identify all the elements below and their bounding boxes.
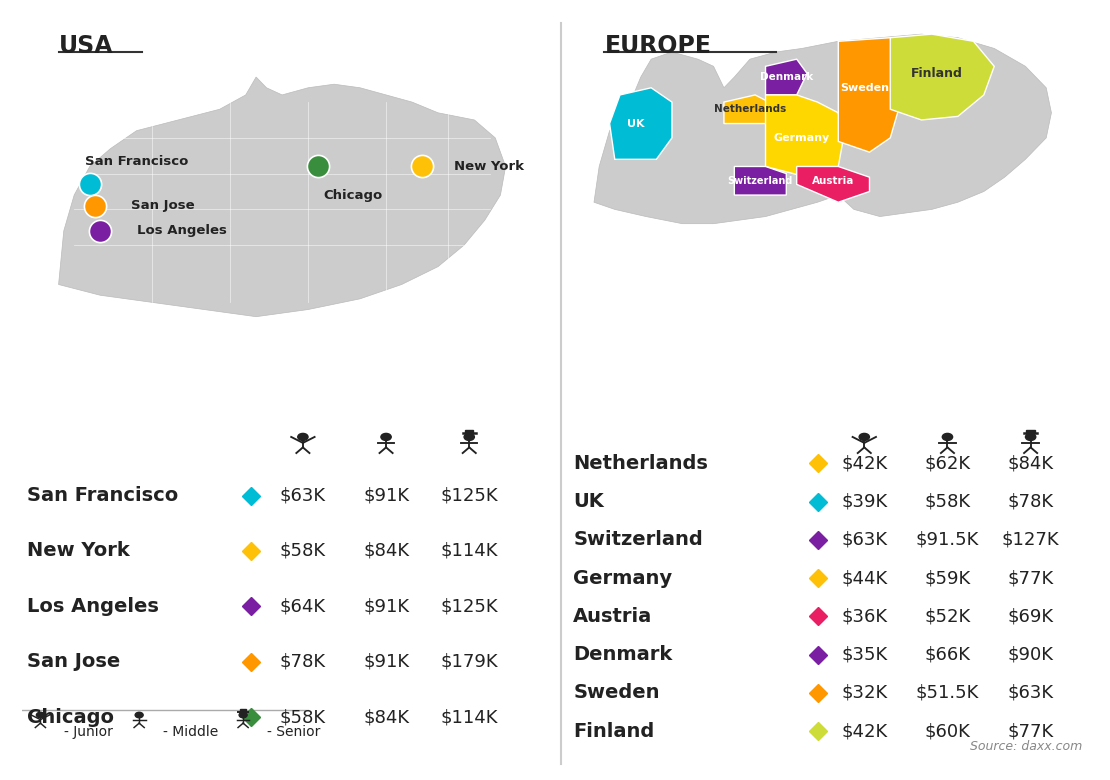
Circle shape [381,434,391,441]
Circle shape [1026,434,1036,441]
Text: Chicago: Chicago [324,189,383,201]
Text: $179K: $179K [441,653,498,671]
Text: Los Angeles: Los Angeles [28,597,159,616]
Text: San Jose: San Jose [131,200,195,212]
Text: New York: New York [28,541,130,561]
Text: San Jose: San Jose [28,652,121,672]
Text: $52K: $52K [925,608,970,626]
Text: $42K: $42K [841,454,887,473]
Text: EUROPE: EUROPE [604,34,712,58]
Text: $63K: $63K [1008,684,1053,702]
Text: $44K: $44K [841,569,887,587]
Text: $90K: $90K [1008,646,1053,664]
Text: $39K: $39K [841,493,887,511]
Text: $69K: $69K [1008,608,1053,626]
Polygon shape [838,37,906,152]
Text: $36K: $36K [841,608,887,626]
Text: San Francisco: San Francisco [28,486,179,505]
Circle shape [859,434,869,441]
Text: $60K: $60K [925,722,970,740]
Text: $51.5K: $51.5K [916,684,979,702]
Polygon shape [594,34,1051,224]
Polygon shape [91,207,99,215]
Text: Sweden: Sweden [573,683,659,703]
Text: Netherlands: Netherlands [573,454,708,473]
Text: $62K: $62K [925,454,970,473]
Text: Sweden: Sweden [840,83,889,93]
Text: Los Angeles: Los Angeles [137,225,226,237]
Polygon shape [766,59,807,95]
Text: $63K: $63K [841,531,887,549]
Polygon shape [59,77,506,317]
Text: Netherlands: Netherlands [714,105,786,114]
Text: USA: USA [59,34,113,58]
Text: Finland: Finland [573,722,655,741]
Text: $77K: $77K [1008,722,1053,740]
Circle shape [297,434,309,441]
Text: Source: daxx.com: Source: daxx.com [970,740,1082,753]
Polygon shape [735,166,786,195]
Bar [1027,430,1035,433]
Text: San Francisco: San Francisco [84,154,188,168]
Text: UK: UK [627,119,644,129]
Text: $125K: $125K [441,597,498,615]
Polygon shape [95,232,104,239]
Text: Denmark: Denmark [759,72,813,82]
Text: Finland: Finland [911,67,963,80]
Text: Switzerland: Switzerland [728,176,793,186]
Text: Denmark: Denmark [573,645,673,664]
Circle shape [239,712,248,718]
Bar [240,709,246,712]
Text: Germany: Germany [774,133,830,143]
Polygon shape [609,88,672,159]
Circle shape [135,712,143,718]
Text: $35K: $35K [841,646,887,664]
Text: Austria: Austria [811,176,855,186]
Polygon shape [724,95,776,123]
Text: $78K: $78K [280,653,326,671]
Polygon shape [797,166,869,202]
Text: Switzerland: Switzerland [573,530,703,549]
Text: $84K: $84K [1008,454,1053,473]
Text: $63K: $63K [280,487,326,505]
Text: $114K: $114K [441,708,498,726]
Text: New York: New York [454,160,524,173]
Circle shape [37,712,44,718]
Text: Chicago: Chicago [28,707,114,727]
Polygon shape [314,168,323,176]
Polygon shape [766,95,844,177]
Text: $125K: $125K [441,487,498,505]
Polygon shape [85,186,94,193]
Text: $77K: $77K [1008,569,1053,587]
Text: $58K: $58K [280,542,326,560]
Text: - Senior: - Senior [266,725,320,739]
Text: $59K: $59K [925,569,970,587]
Text: - Middle: - Middle [162,725,218,739]
Polygon shape [418,168,426,176]
Text: $84K: $84K [363,542,410,560]
Text: Austria: Austria [573,607,653,626]
Text: $58K: $58K [280,708,326,726]
Text: $84K: $84K [363,708,410,726]
Text: $91K: $91K [363,487,410,505]
Circle shape [942,434,952,441]
Text: $42K: $42K [841,722,887,740]
Circle shape [464,434,474,441]
Polygon shape [890,34,995,120]
Text: Germany: Germany [573,569,673,587]
Text: - Junior: - Junior [63,725,112,739]
Bar [465,430,474,433]
Text: $127K: $127K [1002,531,1059,549]
Text: $58K: $58K [925,493,970,511]
Text: $91K: $91K [363,653,410,671]
Text: $64K: $64K [280,597,326,615]
Text: $114K: $114K [441,542,498,560]
Text: $66K: $66K [925,646,970,664]
Text: $32K: $32K [841,684,887,702]
Text: $91K: $91K [363,597,410,615]
Text: UK: UK [573,492,604,511]
Text: $78K: $78K [1008,493,1053,511]
Text: $91.5K: $91.5K [916,531,979,549]
